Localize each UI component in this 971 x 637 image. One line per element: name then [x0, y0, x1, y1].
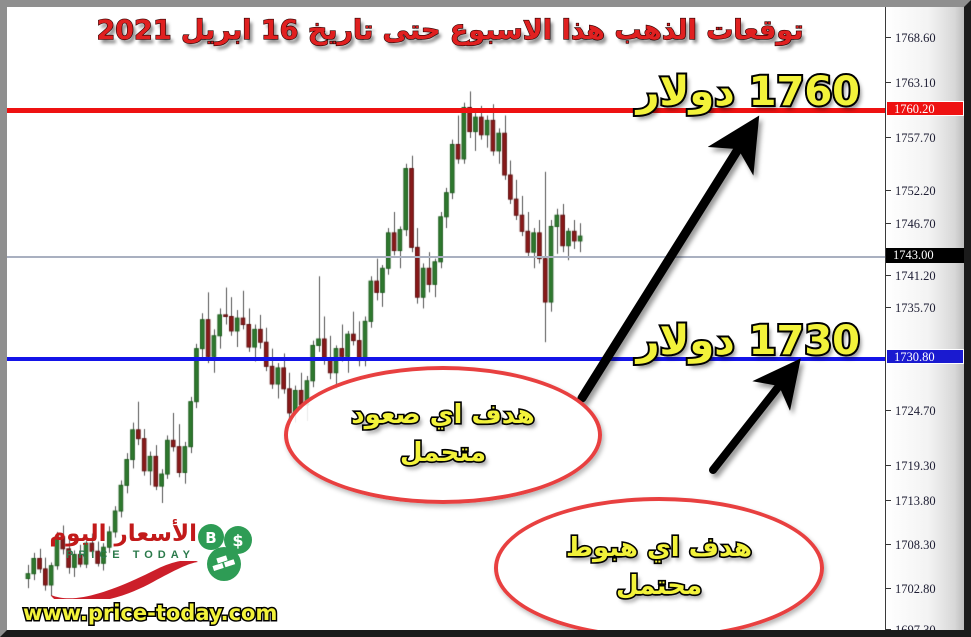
price-tick: 1763.10 [886, 76, 936, 90]
price-tick: 1713.80 [886, 494, 936, 508]
callout-up-line2: متحمل [398, 436, 487, 469]
logo-url[interactable]: www.price-today.com [22, 600, 279, 627]
current-price-tag: 1743.00 [886, 248, 964, 263]
price-tick: 1757.70 [886, 131, 936, 145]
resistance-price-tag: 1760.20 [886, 101, 964, 116]
callout-down-line2: محتمل [614, 569, 703, 602]
svg-text:$: $ [232, 531, 243, 550]
price-tick: 1724.70 [886, 404, 936, 418]
price-tick: 1697.30 [886, 623, 936, 630]
support-label-1730: 1730 دولار [635, 316, 862, 366]
resistance-label-1760: 1760 دولار [635, 67, 862, 117]
price-tick: 1746.70 [886, 217, 936, 231]
resistance-line-1760 [7, 108, 893, 113]
svg-text:B: B [205, 529, 216, 547]
current-price-line [7, 256, 893, 258]
callout-down-line1: هدف اي هبوط [564, 532, 753, 565]
logo-brand-english: PRICE TODAY [66, 549, 195, 561]
coins-icon: B $ [198, 524, 252, 581]
price-tick: 1708.30 [886, 538, 936, 552]
callout-up-target: هدف اي صعود متحمل [284, 366, 602, 504]
chart-window: توقعات الذهب هذا الاسبوع حتى تاريخ 16 اب… [7, 7, 964, 630]
callout-down-target: هدف اي هبوط محتمل [494, 497, 824, 630]
swoosh-icon [51, 561, 198, 599]
logo-brand-arabic: الأسعار اليوم [49, 521, 197, 547]
support-price-tag: 1730.80 [886, 349, 964, 364]
price-tick: 1752.20 [886, 184, 936, 198]
price-tick: 1735.70 [886, 301, 936, 315]
support-line-1730 [7, 357, 893, 361]
price-tick: 1741.20 [886, 269, 936, 283]
callout-up-line1: هدف اي صعود [350, 399, 537, 432]
site-logo[interactable]: الأسعار اليوم PRICE TODAY B $ www.price-… [22, 519, 279, 627]
price-tick: 1702.80 [886, 582, 936, 596]
price-tick: 1768.60 [886, 31, 936, 45]
page-title: توقعات الذهب هذا الاسبوع حتى تاريخ 16 اب… [96, 14, 804, 46]
price-scale[interactable]: 1768.60 1763.10 1757.70 1752.20 1746.70 … [885, 7, 964, 630]
price-tick: 1719.30 [886, 459, 936, 473]
